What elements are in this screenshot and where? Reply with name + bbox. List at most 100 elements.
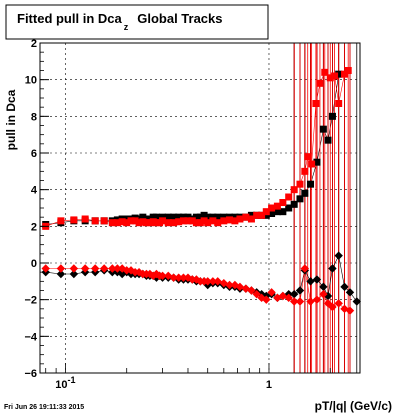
data-point [273,202,281,210]
timestamp: Fri Jun 26 19:11:33 2015 [4,404,84,411]
data-point [179,273,188,282]
data-point [179,213,187,221]
data-point [57,217,65,225]
data-point [300,264,310,273]
data-point [164,213,172,221]
y-tick-label: 2 [31,221,37,233]
chart-title-main: Fitted pull in Dca [17,11,122,26]
x-tick-label-base: 10 [55,379,67,391]
data-point [242,213,250,221]
data-point [170,219,178,227]
y-tick-label: 6 [31,148,37,160]
data-point [108,219,116,227]
data-point [69,269,79,279]
data-point [319,289,328,299]
data-point [203,277,212,286]
chart-title-suffix: Global Tracks [137,11,222,26]
data-point [247,211,255,219]
y-tick-label: 4 [31,185,38,197]
data-point [70,216,78,224]
data-point [80,264,90,273]
data-point [196,213,204,221]
data-point [231,217,239,225]
data-point [200,217,208,225]
data-point [225,280,234,290]
data-point [258,211,266,219]
data-point [122,266,131,275]
title-frame [5,4,269,40]
data-point [262,211,270,219]
data-point [313,158,321,166]
data-point [200,211,208,219]
x-tick-label: 10-1 [55,375,75,391]
data-point [279,199,287,206]
data-point [328,264,337,273]
data-point [164,219,172,227]
data-point [158,271,167,281]
data-point [169,273,178,282]
data-point [345,306,355,315]
data-point [204,219,212,227]
data-point [334,299,343,308]
data-point [41,264,50,273]
data-point [209,217,217,225]
data-point [331,72,339,80]
data-point [139,213,147,221]
data-point [341,70,349,78]
chart-title-subscript: z [124,22,129,32]
data-point [69,264,79,273]
data-point [344,67,352,74]
x-tick-label-exponent: -1 [68,375,76,385]
y-tick-label: 2 [31,38,37,50]
data-point [214,213,222,221]
data-point [179,217,187,225]
data-point [220,213,228,221]
y-tick-label: 8 [31,111,37,123]
x-tick-label: 1 [266,379,272,391]
data-point [306,297,315,306]
data-point [226,216,234,224]
data-point [209,213,217,221]
x-axis-label: pT/|q| (GeV/c) [315,399,392,413]
data-point [100,217,108,225]
data-point [295,286,305,295]
data-point [170,213,178,221]
data-point [352,297,361,306]
data-point [328,112,336,120]
data-point [113,219,121,227]
data-point [296,195,304,203]
data-point [328,302,337,312]
data-point [118,218,126,226]
data-point [319,125,327,133]
data-point [312,100,320,107]
data-point [135,215,143,223]
data-point [307,180,315,188]
data-point [326,74,334,82]
data-point [316,79,324,87]
data-point [253,211,261,219]
data-point [296,180,304,188]
data-point [273,208,281,216]
data-point [188,217,196,225]
data-point [301,167,309,175]
data-point [123,215,131,223]
data-point [127,217,135,225]
title-box: Fitted pull in Dcaz Global Tracks [5,4,269,40]
data-point [284,293,293,303]
data-point [91,217,99,225]
data-point [56,264,66,273]
data-point [123,219,131,227]
data-point [308,160,316,168]
data-point [213,277,222,286]
y-tick-label: −6 [24,368,37,380]
data-point [268,210,276,217]
data-point [279,208,287,216]
data-point [131,217,139,225]
data-markers [41,67,361,315]
data-point [289,289,299,299]
data-point [340,282,349,292]
data-point [208,277,218,286]
